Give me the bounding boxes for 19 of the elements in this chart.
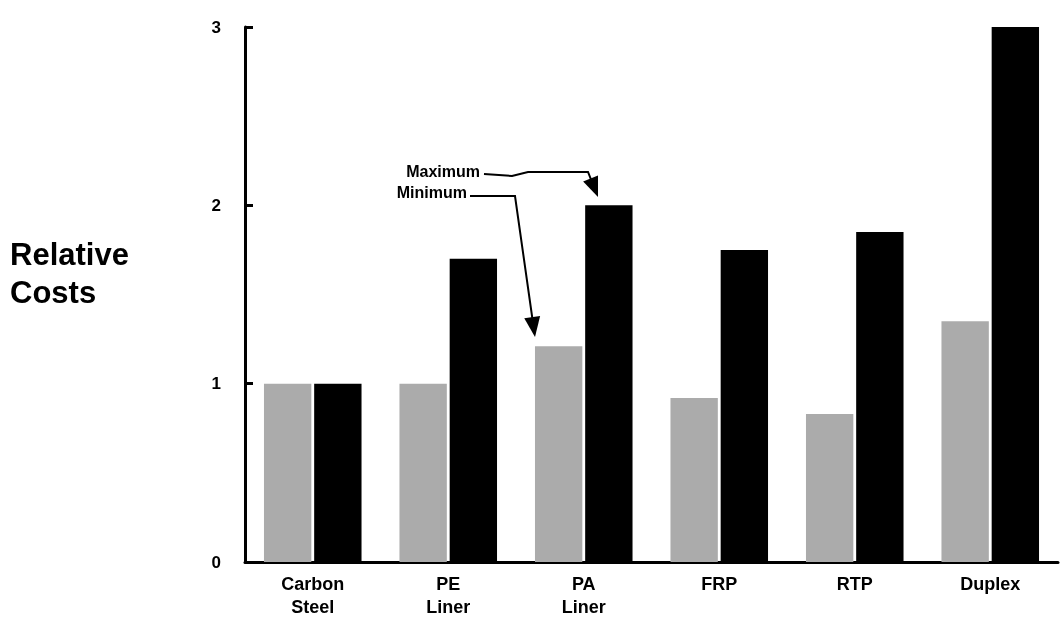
y-axis-title: Relative Costs	[10, 236, 138, 310]
y-tick-label: 3	[211, 17, 221, 37]
bar	[399, 383, 447, 562]
x-tick-label: Duplex	[960, 573, 1021, 594]
y-tick-label: 1	[211, 374, 221, 394]
x-tick-label: PE Liner	[426, 573, 471, 617]
x-tick-label: FRP	[701, 573, 738, 594]
bar	[263, 383, 312, 562]
annotation: Minimum	[396, 183, 467, 201]
bar	[941, 321, 989, 562]
annotation: Maximum	[406, 162, 480, 180]
x-tick-label: RTP	[836, 573, 873, 594]
y-tick-label: 0	[211, 552, 221, 572]
bar	[805, 413, 854, 562]
x-tick-label: PA Liner	[561, 573, 606, 617]
x-tick-label: Carbon Steel	[281, 573, 345, 617]
bar	[534, 346, 583, 562]
bar	[670, 397, 718, 562]
y-tick-label: 2	[211, 195, 221, 215]
